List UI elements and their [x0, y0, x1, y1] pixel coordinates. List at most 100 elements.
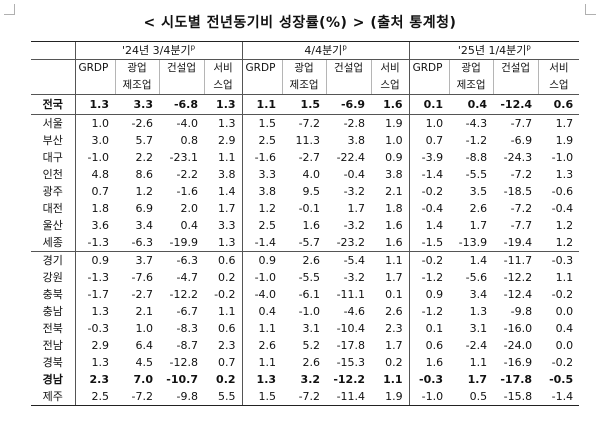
value-cell: 8.6	[135, 168, 154, 181]
value-cell: -1.0	[298, 305, 321, 318]
value-cell: -2.6	[131, 117, 153, 130]
value-cell: -13.9	[458, 236, 488, 249]
value-cell: -6.3	[159, 251, 204, 269]
region-cell: 인천	[42, 168, 63, 181]
value-cell: 1.6	[302, 219, 321, 232]
mfg-header-top: 광업	[448, 59, 494, 77]
region-cell: 강원	[42, 271, 63, 284]
period-header: '24년 3/4분기p	[74, 41, 243, 60]
value-cell: -1.6	[176, 185, 198, 198]
value-cell: -12.2	[503, 271, 533, 284]
grdp-header: GRDP	[241, 59, 283, 95]
value-cell: -10.7	[166, 373, 198, 386]
value-cell: 2.6	[302, 356, 321, 369]
value-cell: 0.2	[385, 356, 403, 369]
value-cell: -1.0	[241, 269, 283, 286]
svc-header-top: 서비	[370, 59, 410, 77]
region-cell: 전북	[42, 322, 63, 335]
value-cell: 0.7	[74, 183, 115, 200]
value-cell: -1.2	[408, 269, 450, 286]
value-cell: -6.9	[510, 134, 533, 147]
value-cell: -3.9	[408, 149, 450, 166]
value-cell: 1.1	[218, 305, 236, 318]
value-cell: 1.1	[241, 320, 283, 337]
value-cell: -15.3	[336, 356, 366, 369]
region-cell: 제주	[31, 388, 75, 406]
value-cell: 3.8	[347, 134, 366, 147]
value-cell: -11.4	[326, 388, 372, 406]
value-cell: 3.1	[302, 322, 321, 335]
value-cell: -1.0	[74, 149, 115, 166]
value-cell: 1.4	[449, 251, 494, 269]
region-cell: 전국	[31, 94, 75, 115]
value-cell: -6.9	[326, 94, 372, 115]
value-cell: -5.7	[298, 236, 321, 249]
value-cell: 0.6	[218, 322, 236, 335]
value-cell: 5.5	[204, 388, 243, 406]
value-cell: -1.6	[241, 149, 283, 166]
value-cell: -4.0	[241, 286, 283, 303]
value-cell: 2.6	[469, 202, 488, 215]
table-row: 대구 -1.0 2.2 -23.1 1.1 -1.6 -2.7 -22.4 0.9 -3.9 -8.…	[31, 149, 579, 166]
period-label: 4/4분기	[304, 44, 343, 57]
value-cell: 0.4	[241, 303, 283, 320]
value-cell: 4.0	[302, 168, 321, 181]
value-cell: 0.2	[218, 271, 236, 284]
value-cell: -15.8	[493, 388, 539, 406]
value-cell: -5.5	[298, 271, 321, 284]
table-row: 강원 -1.3 -7.6 -4.7 0.2 -1.0 -5.5 -3.2 1.7 -1.2 -5.6…	[31, 269, 579, 286]
value-cell: 1.3	[555, 168, 574, 181]
column-header-row-2: 제조업 스업 제조업 스업 제조업 스업	[31, 77, 580, 95]
mfg-header-bottom: 제조업	[281, 77, 327, 95]
value-cell: 3.8	[218, 168, 236, 181]
period-label: '24년 3/4분기	[122, 44, 191, 57]
value-cell: 1.5	[241, 114, 283, 132]
value-cell: 2.6	[385, 305, 403, 318]
value-cell: -1.4	[241, 234, 283, 252]
value-cell: 1.7	[385, 339, 403, 352]
value-cell: -7.7	[510, 219, 533, 232]
value-cell: 0.5	[449, 388, 494, 406]
value-cell: 1.1	[241, 94, 283, 115]
value-cell: 1.1	[241, 354, 283, 371]
value-cell: -10.4	[336, 322, 366, 335]
mfg-header-bottom: 제조업	[448, 77, 494, 95]
value-cell: 2.3	[218, 339, 236, 352]
value-cell: 2.1	[385, 185, 403, 198]
value-cell: 6.4	[135, 339, 154, 352]
value-cell: 3.1	[469, 322, 488, 335]
mfg-header-bottom: 제조업	[114, 77, 159, 95]
value-cell: -0.6	[551, 185, 574, 198]
region-header-blank	[31, 59, 75, 95]
value-cell: -6.3	[131, 236, 153, 249]
value-cell: 1.7	[347, 202, 366, 215]
value-cell: 1.5	[282, 94, 327, 115]
value-cell: 2.5	[241, 132, 283, 149]
value-cell: 2.1	[135, 305, 154, 318]
value-cell: -0.5	[549, 373, 574, 386]
value-cell: -3.2	[343, 185, 366, 198]
value-cell: -0.2	[408, 183, 450, 200]
value-cell: 1.1	[218, 151, 236, 164]
value-cell: 3.5	[469, 185, 488, 198]
value-cell: 1.8	[385, 202, 403, 215]
svc-header-top: 서비	[537, 59, 580, 77]
value-cell: 1.2	[135, 185, 154, 198]
svc-header-bottom: 스업	[537, 77, 580, 95]
value-cell: -1.4	[538, 388, 580, 406]
value-cell: 1.9	[555, 134, 574, 147]
table-row: 전북 -0.3 1.0 -8.3 0.6 1.1 3.1 -10.4 2.3 0.1 3.1 -16.…	[31, 320, 579, 337]
value-cell: 1.1	[383, 373, 403, 386]
value-cell: -11.7	[493, 251, 539, 269]
value-cell: -5.6	[465, 271, 488, 284]
value-cell: 3.6	[74, 217, 115, 234]
value-cell: -7.2	[510, 202, 533, 215]
value-cell: 6.9	[135, 202, 154, 215]
value-cell: 0.7	[408, 132, 450, 149]
value-cell: -5.4	[326, 251, 372, 269]
value-cell: -7.2	[510, 168, 533, 181]
value-cell: -16.9	[503, 356, 533, 369]
table-row: 세종 -1.3 -6.3 -19.9 1.3 -1.4 -5.7 -23.2 1.6 -1.5 -1…	[31, 234, 579, 252]
value-cell: 2.0	[180, 202, 199, 215]
value-cell: -4.7	[176, 271, 198, 284]
